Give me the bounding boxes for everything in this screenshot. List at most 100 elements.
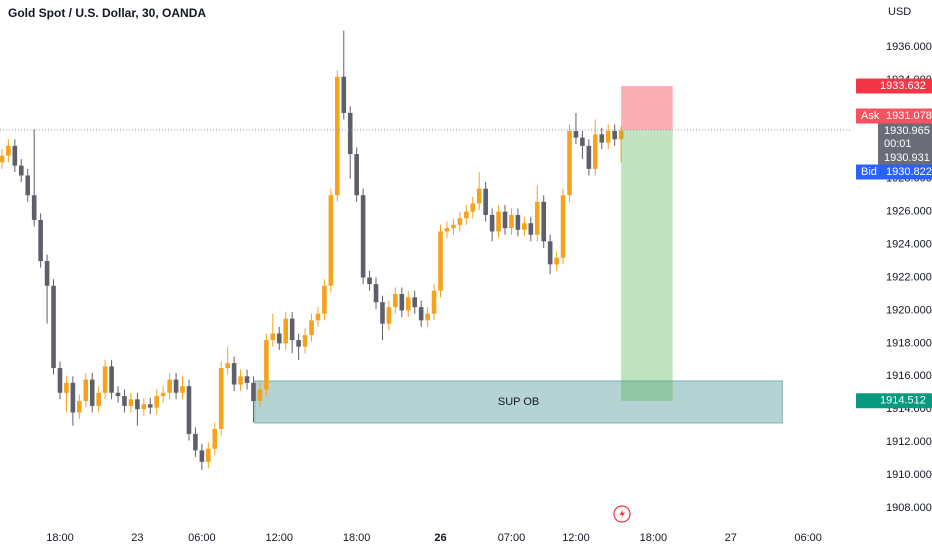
candle-body — [70, 382, 76, 413]
candle-body — [605, 131, 611, 143]
candle-body — [599, 134, 605, 143]
plot-area: SUP OB — [0, 30, 852, 471]
candle-body — [451, 224, 456, 229]
y-tick-label: 1926.000 — [886, 206, 932, 218]
candle-body — [38, 219, 43, 262]
last-tag — [878, 123, 932, 166]
candle-body — [160, 392, 166, 397]
x-tick-label: 18:00 — [640, 532, 668, 544]
candle-body — [386, 307, 392, 324]
candle-body — [431, 290, 437, 314]
candle-body — [399, 293, 405, 311]
candle-body — [567, 131, 572, 196]
candle-body — [315, 313, 321, 321]
candle-body — [464, 211, 469, 219]
target-tag — [856, 393, 932, 409]
candle-body — [534, 201, 540, 235]
currency: USD — [888, 6, 911, 18]
y-tick-label: 1936.000 — [886, 41, 932, 53]
candle-body — [573, 131, 579, 138]
last-tag-value: 1930.965 — [884, 125, 930, 137]
candle-body — [528, 223, 534, 235]
candle-body — [12, 145, 18, 166]
candle-body — [373, 284, 379, 303]
ask-tag-value: 1931.078 — [886, 110, 932, 122]
candle-body — [199, 450, 205, 462]
zone — [254, 380, 783, 424]
x-tick-label: 18:00 — [343, 532, 371, 544]
bid-tag-name: Bid — [861, 166, 877, 178]
candle-body — [264, 340, 269, 390]
close-tag-value: 1930.931 — [884, 152, 930, 164]
candle-body — [57, 368, 63, 393]
candle-body — [509, 214, 514, 229]
candle-body — [128, 399, 134, 406]
candle-body — [367, 277, 372, 285]
candle-body — [289, 318, 295, 341]
candle-body — [483, 188, 488, 215]
candle-body — [444, 228, 450, 232]
candle-body — [31, 195, 37, 220]
candle-body — [412, 297, 418, 308]
candle-body — [612, 131, 617, 140]
y-tick-label: 1908.000 — [886, 502, 932, 514]
price-axis: 1908.0001910.0001912.0001914.0001916.000… — [46, 41, 932, 544]
x-tick-label: 06:00 — [794, 532, 822, 544]
candle-body — [309, 320, 314, 336]
position-stop — [621, 86, 673, 130]
candle-body — [173, 379, 179, 393]
candle-body — [238, 376, 243, 385]
candle-body — [109, 366, 114, 393]
candle-body — [51, 285, 56, 369]
countdown: 00:01 — [884, 138, 912, 150]
candle-body — [141, 404, 147, 410]
candle-body — [425, 313, 430, 321]
x-tick-label: 12:00 — [266, 532, 294, 544]
position-target — [621, 129, 673, 401]
x-tick-label: 23 — [131, 532, 143, 544]
candle-body — [476, 188, 482, 204]
bid-tag — [856, 164, 932, 180]
bid-tag-value: 1930.822 — [886, 166, 932, 178]
ask-tag — [856, 108, 932, 124]
candle-body — [77, 400, 82, 413]
candle-body — [618, 130, 624, 140]
candle-body — [102, 366, 108, 393]
candle-body — [580, 137, 585, 146]
zone-label: SUP OB — [498, 396, 539, 408]
candle-body — [457, 218, 463, 225]
candle-body — [438, 231, 443, 291]
candle-body — [115, 392, 121, 397]
stop-tag-label: 1933.632 — [880, 80, 926, 92]
candle-body — [341, 76, 347, 113]
candle-body — [470, 203, 476, 212]
candle-body — [405, 297, 411, 311]
y-tick-label: 1916.000 — [886, 370, 932, 382]
candle-body — [167, 379, 172, 393]
candle-body — [212, 428, 218, 449]
candle-body — [44, 261, 50, 286]
x-tick-label: 12:00 — [562, 532, 590, 544]
candle-body — [180, 386, 185, 393]
candle-body — [122, 396, 127, 406]
y-tick-label: 1922.000 — [886, 271, 932, 283]
chart-title: Gold Spot / U.S. Dollar, 30, OANDA — [8, 6, 206, 20]
candle-body — [354, 154, 359, 196]
candle-body — [135, 399, 140, 410]
replay-icon[interactable] — [613, 505, 631, 523]
x-tick-label: 18:00 — [46, 532, 74, 544]
y-tick-label: 1924.000 — [886, 239, 932, 251]
candle-body — [231, 363, 237, 385]
candle-body — [251, 382, 256, 401]
candle-body — [335, 76, 340, 196]
candle-body — [186, 386, 192, 434]
candle-body — [554, 257, 559, 265]
y-tick-label: 1920.000 — [886, 304, 932, 316]
candle-body — [0, 155, 5, 163]
icon-bolt — [619, 508, 625, 520]
ask-tag-name: Ask — [861, 110, 880, 122]
candle-body — [244, 376, 250, 383]
y-tick-label: 1910.000 — [886, 469, 932, 481]
candle-body — [586, 145, 592, 169]
